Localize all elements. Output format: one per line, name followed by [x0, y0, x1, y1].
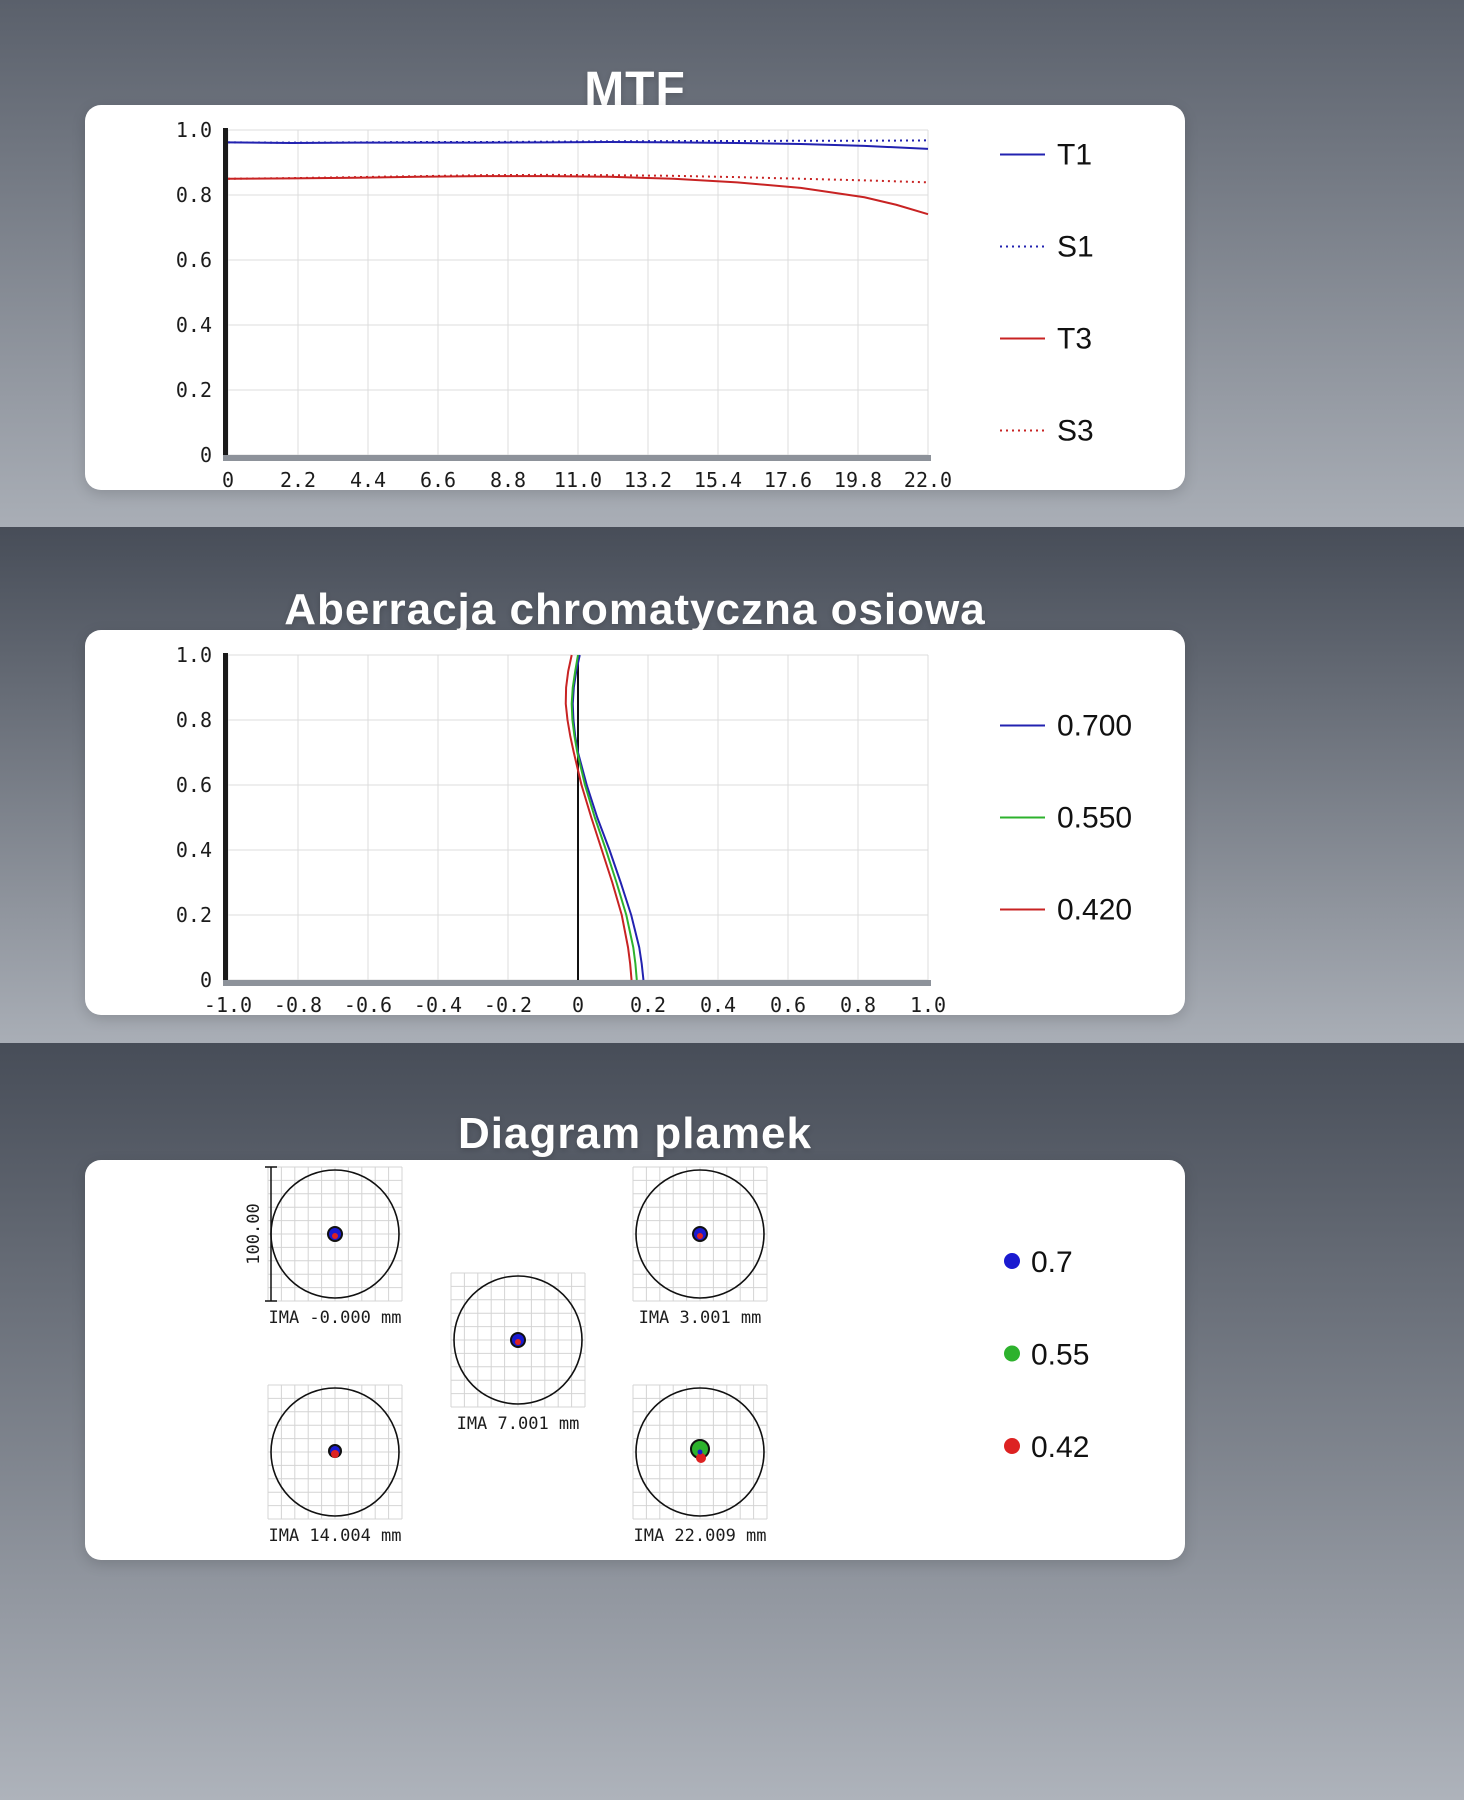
svg-text:T3: T3	[1057, 323, 1092, 356]
svg-text:0.700: 0.700	[1057, 710, 1132, 743]
svg-text:0: 0	[572, 993, 584, 1015]
svg-text:0.2: 0.2	[630, 993, 666, 1015]
spot-diagram: IMA -0.000 mm 100.00 IMA 3.001 mm IMA 7.001…	[85, 1160, 1185, 1560]
svg-text:0.8: 0.8	[840, 993, 876, 1015]
mtf-chart-panel: 0 2.2 4.4 6.6 8.8 11.0 13.2 15.4 17.6 19.8 22.0 0 0.…	[85, 105, 1185, 490]
svg-text:0.550: 0.550	[1057, 802, 1132, 835]
spot-diagram-section-title: Diagram plamek	[458, 1109, 812, 1159]
svg-text:-1.0: -1.0	[204, 993, 252, 1015]
svg-text:1.0: 1.0	[910, 993, 946, 1015]
svg-text:17.6: 17.6	[764, 468, 812, 490]
svg-text:IMA 14.004 mm: IMA 14.004 mm	[268, 1526, 401, 1546]
svg-text:0.4: 0.4	[176, 313, 212, 337]
svg-text:2.2: 2.2	[280, 468, 316, 490]
chromatic-aberration-section-title: Aberracja chromatyczna osiowa	[284, 585, 986, 635]
svg-text:0.420: 0.420	[1057, 894, 1132, 927]
svg-text:0.6: 0.6	[770, 993, 806, 1015]
svg-text:0: 0	[222, 468, 234, 490]
mtf-chart: 0 2.2 4.4 6.6 8.8 11.0 13.2 15.4 17.6 19.8 22.0 0 0.…	[85, 105, 1185, 490]
svg-text:0.7: 0.7	[1031, 1246, 1073, 1279]
svg-text:11.0: 11.0	[554, 468, 602, 490]
svg-text:1.0: 1.0	[176, 643, 212, 667]
svg-text:100.00: 100.00	[244, 1203, 264, 1264]
svg-text:-0.6: -0.6	[344, 993, 392, 1015]
svg-text:-0.8: -0.8	[274, 993, 322, 1015]
svg-text:-0.2: -0.2	[484, 993, 532, 1015]
svg-text:0: 0	[200, 968, 212, 992]
svg-text:0.55: 0.55	[1031, 1339, 1089, 1372]
svg-text:0.8: 0.8	[176, 708, 212, 732]
svg-text:0.6: 0.6	[176, 773, 212, 797]
svg-text:T1: T1	[1057, 139, 1092, 172]
svg-text:8.8: 8.8	[490, 468, 526, 490]
svg-text:S1: S1	[1057, 231, 1094, 264]
svg-text:19.8: 19.8	[834, 468, 882, 490]
svg-text:4.4: 4.4	[350, 468, 386, 490]
svg-text:-0.4: -0.4	[414, 993, 462, 1015]
svg-text:IMA 22.009 mm: IMA 22.009 mm	[633, 1526, 766, 1546]
svg-text:0.6: 0.6	[176, 248, 212, 272]
svg-text:0.4: 0.4	[176, 838, 212, 862]
chromatic-aberration-chart: -1.0 -0.8 -0.6 -0.4 -0.2 0 0.2 0.4 0.6 0.8 1.0 0 0.2…	[85, 630, 1185, 1015]
svg-text:0.2: 0.2	[176, 378, 212, 402]
svg-text:13.2: 13.2	[624, 468, 672, 490]
svg-text:IMA 7.001 mm: IMA 7.001 mm	[457, 1414, 580, 1434]
svg-text:IMA -0.000 mm: IMA -0.000 mm	[268, 1308, 401, 1328]
svg-text:S3: S3	[1057, 415, 1094, 448]
svg-text:15.4: 15.4	[694, 468, 742, 490]
svg-text:0.42: 0.42	[1031, 1431, 1089, 1464]
svg-text:IMA 3.001 mm: IMA 3.001 mm	[639, 1308, 762, 1328]
svg-text:22.0: 22.0	[904, 468, 952, 490]
svg-text:1.0: 1.0	[176, 118, 212, 142]
svg-text:0.4: 0.4	[700, 993, 736, 1015]
svg-text:0.8: 0.8	[176, 183, 212, 207]
chromatic-aberration-chart-panel: -1.0 -0.8 -0.6 -0.4 -0.2 0 0.2 0.4 0.6 0.8 1.0 0 0.2…	[85, 630, 1185, 1015]
svg-text:6.6: 6.6	[420, 468, 456, 490]
spot-diagram-panel: IMA -0.000 mm 100.00 IMA 3.001 mm IMA 7.001…	[85, 1160, 1185, 1560]
svg-text:0: 0	[200, 443, 212, 467]
svg-text:0.2: 0.2	[176, 903, 212, 927]
